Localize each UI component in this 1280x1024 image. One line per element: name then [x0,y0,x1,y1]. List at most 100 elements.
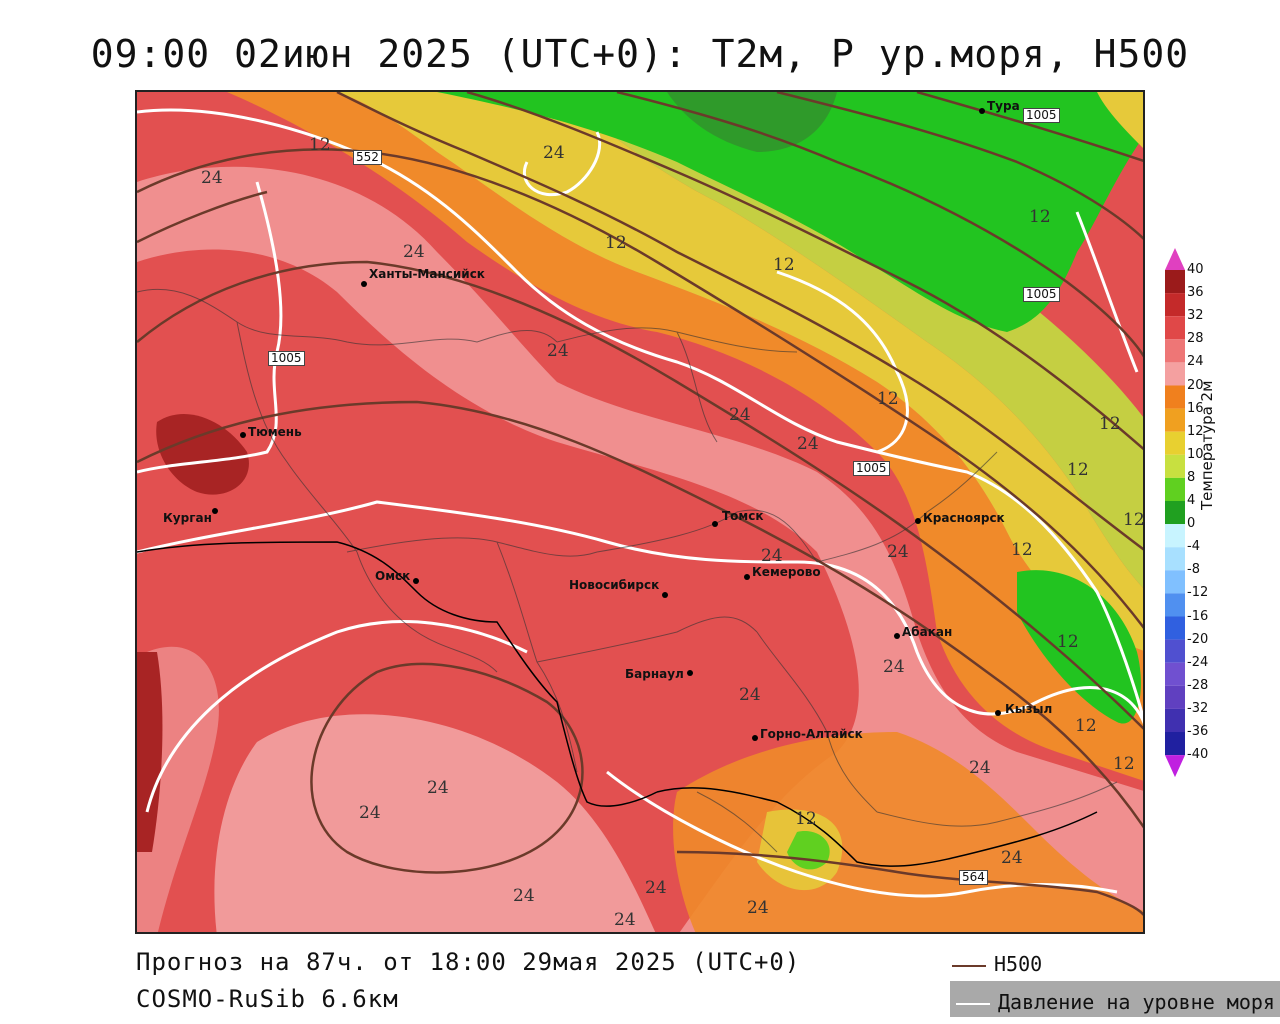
colorbar-swatch [1165,477,1185,501]
temperature-field-4 [437,92,1143,332]
colorbar-swatch [1165,408,1185,432]
colorbar-tick-label: -20 [1187,631,1209,647]
temp-label: 12 [309,135,331,155]
colorbar-swatch [1165,708,1185,732]
slp-label: 1005 [268,351,305,366]
colorbar-tick-label: 40 [1187,262,1204,277]
colorbar-tick-label: -40 [1187,747,1209,763]
h500-label: 552 [353,150,382,165]
temp-label: 24 [797,434,819,454]
colorbar-swatch [1165,570,1185,594]
colorbar-swatch [1165,547,1185,571]
region-borders [137,288,1118,853]
temp-label: 12 [1113,754,1135,774]
colorbar-swatch [1165,431,1185,455]
colorbar-tick-label: 32 [1187,308,1204,324]
colorbar-bottom-arrow [1165,755,1185,778]
temp-label: 24 [887,542,909,562]
city-marker [744,574,750,580]
hot-patch-west [156,413,249,495]
colorbar-tick-label: 28 [1187,331,1204,347]
colorbar-tick-label: -24 [1187,654,1209,670]
temp-label: 24 [729,405,751,425]
city-marker [240,432,246,438]
city-marker [894,633,900,639]
city-label-barnaul: Барнаул [625,667,684,681]
temperature-colorbar: 40 36 32 28 24 20 16 12 10 8 4 0 -4 -8 -12 -16 -20 -24 -28… [1163,248,1233,780]
temp-label: 24 [1001,848,1023,868]
temp-label: 24 [543,143,565,163]
city-label-kyzyl: Кызыл [1005,702,1053,716]
temp-label: 24 [427,778,449,798]
colorbar-tick-label: 16 [1187,400,1204,416]
colorbar-tick-label: -32 [1187,700,1209,716]
colorbar-tick-label: -36 [1187,724,1209,739]
temp-label: 12 [877,389,899,409]
colorbar-tick-label: -16 [1187,608,1209,624]
city-label-kurgan: Курган [163,511,212,525]
colorbar-tick-label: 36 [1187,285,1204,301]
colorbar-swatch [1165,316,1185,340]
colorbar-tick-label: 0 [1187,516,1196,532]
colorbar-tick-label: 24 [1187,354,1204,370]
city-marker [995,710,1001,716]
hot-patch-southwest [137,652,163,852]
forecast-info: Прогноз на 87ч. от 18:00 29мая 2025 (UTC… [136,948,801,976]
city-label-novosibirsk: Новосибирск [569,578,660,592]
temp-label: 24 [739,685,761,705]
colorbar-swatch [1165,732,1185,756]
colorbar-swatch [1165,662,1185,686]
legend-h500-label: H500 [994,952,1043,976]
colorbar-swatch [1165,362,1185,386]
city-marker [712,521,718,527]
legend-h500: H500 [952,952,1042,976]
temp-label: 24 [645,878,667,898]
temp-label: 12 [1099,414,1121,434]
weather-map: 12 24 24 12 12 12 12 24 24 24 12 12 24 2… [135,90,1145,934]
temp-label: 24 [403,242,425,262]
legend-h500-swatch [952,964,986,967]
temp-label: 12 [1123,510,1145,530]
city-marker [687,670,693,676]
colorbar-swatch [1165,293,1185,317]
temp-label: 12 [1075,716,1097,736]
temperature-field-16 [137,92,1143,781]
colorbar-swatch [1165,501,1185,525]
temp-label: 12 [1067,460,1089,480]
colorbar-swatch [1165,593,1185,617]
colorbar-tick-label: 10 [1187,446,1204,462]
colorbar-swatches [1165,248,1185,778]
colorbar-swatch [1165,685,1185,709]
colorbar-tick-label: 4 [1187,493,1196,508]
colorbar-swatch [1165,639,1185,663]
slp-label: 1005 [853,461,890,476]
h500-label: 564 [959,870,988,885]
slp-label: 1005 [1023,108,1060,123]
h500-isolines [137,92,1143,917]
city-label-tyumen: Тюмень [248,425,302,439]
chart-title: 09:00 02июн 2025 (UTC+0): Т2м, Р ур.моря… [90,32,1190,76]
city-marker [752,735,758,741]
city-label-kemerovo: Кемерово [752,565,821,579]
city-label-krasnoyarsk: Красноярск [923,511,1005,525]
colorbar-tick-label: -28 [1187,677,1209,693]
city-marker [212,508,218,514]
city-label-abakan: Абакан [902,625,953,639]
temp-label: 24 [883,657,905,677]
temp-label: 12 [1011,540,1033,560]
colorbar-swatch [1165,270,1185,294]
temperature-field-24-south [214,714,656,932]
temp-label: 12 [1029,207,1051,227]
temp-label: 12 [773,255,795,275]
colorbar-tick-label: -4 [1187,539,1200,555]
city-marker [361,281,367,287]
legend-slp-label: Давление на уровне моря [998,990,1275,1014]
colorbar-swatch [1165,339,1185,363]
temp-label: 12 [605,233,627,253]
temp-label: 12 [1057,632,1079,652]
cool-patch-north [667,92,837,152]
temp-label: 24 [614,910,636,930]
city-marker [915,518,921,524]
city-label-omsk: Омск [375,569,411,583]
temperature-field-green-east [1017,570,1141,724]
